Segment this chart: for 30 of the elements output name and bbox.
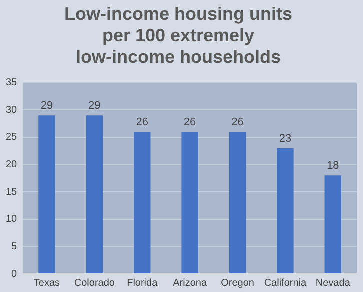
bar: [134, 132, 151, 274]
x-tick-label: Oregon: [221, 278, 254, 289]
x-tick-label: Colorado: [74, 278, 116, 289]
y-tick-label: 15: [6, 186, 18, 198]
y-tick-label: 25: [6, 132, 18, 144]
x-tick-label: Nevada: [316, 278, 351, 289]
y-tick-label: 0: [12, 268, 18, 280]
x-tick-label: California: [264, 278, 308, 289]
data-label: 26: [184, 116, 196, 128]
bar: [182, 132, 198, 274]
data-label: 18: [327, 160, 340, 172]
data-label: 29: [88, 100, 101, 112]
bar: [38, 116, 56, 274]
y-tick-label: 5: [12, 241, 18, 252]
bar: [229, 132, 246, 274]
x-tick-label: Arizona: [173, 278, 208, 289]
data-label: 26: [232, 116, 244, 128]
data-label: 29: [40, 100, 54, 112]
y-tick-label: 10: [6, 214, 18, 226]
bar: [277, 148, 294, 274]
data-label: 23: [279, 132, 292, 145]
bar: [324, 176, 342, 274]
x-tick-label: Florida: [127, 278, 158, 289]
y-tick-label: 30: [6, 104, 18, 116]
y-tick-label: 35: [6, 78, 18, 89]
data-label: 26: [136, 116, 148, 128]
y-tick-label: 20: [6, 159, 18, 170]
chart-title: Low-income housing units per 100 extremely low-income households: [64, 4, 292, 67]
bar: [86, 116, 104, 274]
x-tick-label: Texas: [34, 278, 60, 289]
